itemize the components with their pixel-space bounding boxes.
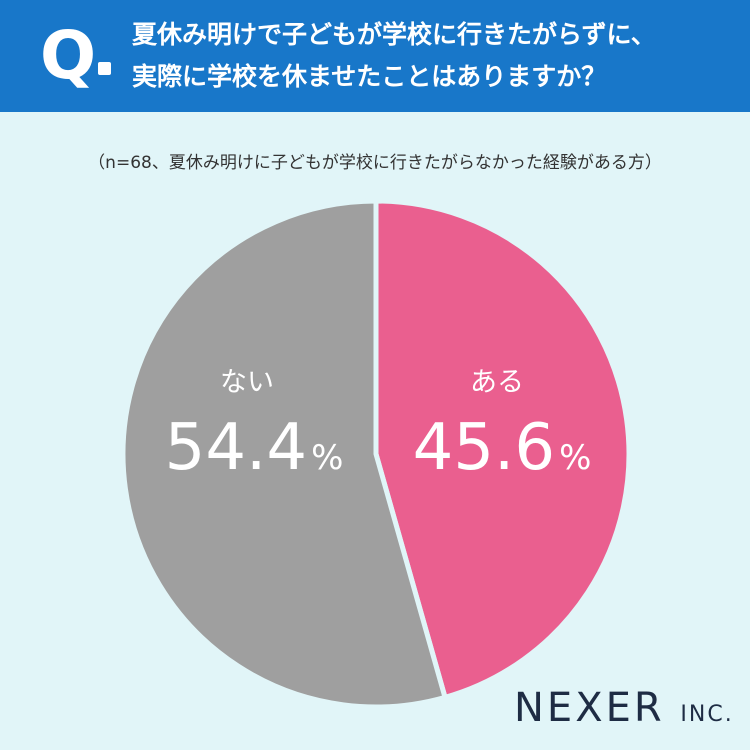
brand-main: NEXER — [514, 685, 665, 731]
slice-label-aru: ある — [470, 367, 524, 398]
q-mark: Q — [40, 17, 97, 94]
slice-label-nai: ない — [220, 367, 274, 398]
nexer-logo: NEXER INC. — [514, 684, 734, 739]
slice-value-nai: 54.4 — [165, 411, 308, 485]
sample-note: （n=68、夏休み明けに子どもが学校に行きたがらなかった経験がある方） — [88, 153, 662, 173]
brand-suffix: INC. — [680, 702, 734, 727]
question-header: Q 夏休み明けで子どもが学校に行きたがらずに、 実際に学校を休ませたことはありま… — [0, 0, 750, 112]
slice-percent-nai: 54.4% — [165, 411, 344, 485]
q-dot — [98, 62, 111, 75]
pie-slice-aru — [373, 198, 632, 700]
question-line-1: 夏休み明けで子どもが学校に行きたがらずに、 — [132, 20, 656, 49]
pie-slice-nai — [120, 198, 448, 710]
question-line-2: 実際に学校を休ませたことはありますか？ — [132, 62, 607, 91]
slice-value-aru: 45.6 — [413, 411, 556, 485]
slice-unit-nai: % — [311, 438, 343, 478]
slice-percent-aru: 45.6% — [413, 411, 592, 485]
slice-unit-aru: % — [559, 438, 591, 478]
